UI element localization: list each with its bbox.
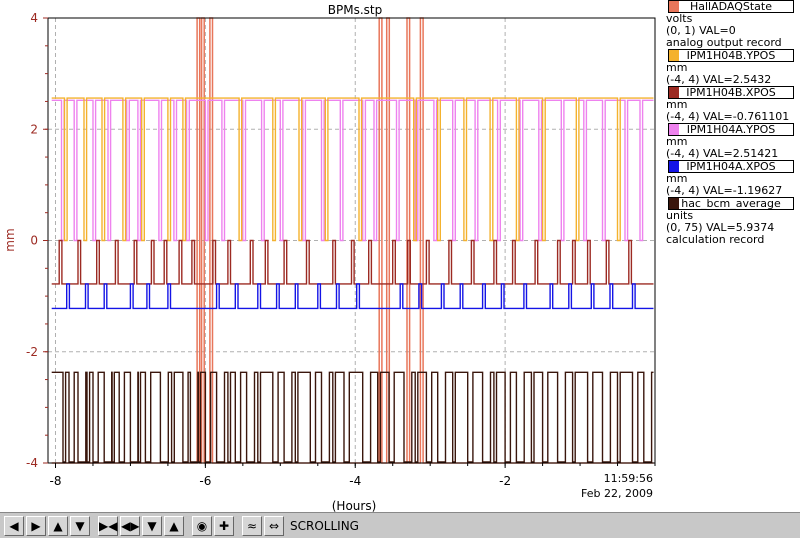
time-label: 11:59:56: [604, 472, 653, 485]
chart-title: BPMs.stp: [328, 3, 382, 17]
legend-series-name: IPM1H04B.YPOS: [668, 49, 794, 62]
legend-entry[interactable]: IPM1H04A.XPOS mm (-4, 4) VAL=-1.19627: [662, 160, 800, 197]
series-line-ipm1h04a-xpos: [51, 283, 654, 310]
legend-range-value: (0, 1) VAL=0: [666, 24, 736, 37]
series-line-ipm1h04b-ypos: [51, 97, 654, 242]
zoom-in-y-icon[interactable]: ▼: [142, 515, 162, 536]
legend-units: mm: [666, 172, 688, 185]
legend: HallADAQState volts (0, 1) VAL=0 analog out…: [662, 0, 800, 262]
legend-series-name: IPM1H04A.YPOS: [668, 123, 794, 136]
record-icon[interactable]: ◉: [192, 515, 212, 536]
y-tick-label: -4: [26, 456, 38, 470]
legend-entry[interactable]: IPM1H04B.XPOS mm (-4, 4) VAL=-0.761101: [662, 86, 800, 123]
legend-series-name: IPM1H04A.XPOS: [668, 160, 794, 173]
chart-background: [0, 0, 800, 512]
legend-units: volts: [666, 12, 693, 25]
status-text: SCROLLING: [290, 518, 359, 533]
arrow-right-icon[interactable]: ▶: [26, 515, 46, 536]
y-axis-label: mm: [3, 228, 17, 251]
legend-series-name: hac_bcm_average: [668, 197, 794, 210]
legend-swatch: [669, 87, 679, 98]
legend-entry[interactable]: HallADAQState volts (0, 1) VAL=0 analog out…: [662, 0, 800, 49]
legend-entry[interactable]: IPM1H04A.YPOS mm (-4, 4) VAL=2.51421: [662, 123, 800, 160]
chart: -8 -6 -4 -2 -4 -2 0 2 4 BPMs.stp mm (Hours) 11:5…: [0, 0, 800, 512]
legend-entry[interactable]: hac_bcm_average units (0, 75) VAL=5.9374 ca…: [662, 197, 800, 246]
legend-swatch: [669, 198, 679, 209]
date-label: Feb 22, 2009: [581, 487, 653, 500]
legend-entry[interactable]: IPM1H04B.YPOS mm (-4, 4) VAL=2.5432: [662, 49, 800, 86]
x-tick-label: -6: [199, 474, 211, 488]
legend-series-name: IPM1H04B.XPOS: [668, 86, 794, 99]
arrow-left-icon[interactable]: ◀: [4, 515, 24, 536]
y-tick-label: 2: [30, 122, 38, 136]
legend-series-name: HallADAQState: [668, 0, 794, 13]
legend-units: mm: [666, 98, 688, 111]
legend-swatch: [669, 1, 679, 12]
autoscale-icon[interactable]: ≈: [242, 515, 262, 536]
legend-swatch: [669, 124, 679, 135]
scroll-toggle-icon[interactable]: ⇔: [264, 515, 284, 536]
add-icon[interactable]: ✚: [214, 515, 234, 536]
legend-units: units: [666, 209, 694, 222]
arrow-up-icon[interactable]: ▲: [48, 515, 68, 536]
x-tick-label: -4: [349, 474, 361, 488]
zoom-out-y-icon[interactable]: ▲: [164, 515, 184, 536]
legend-range-value: (-4, 4) VAL=-0.761101: [666, 110, 790, 123]
zoom-out-x-icon[interactable]: ◀▶: [120, 515, 140, 536]
series-line-ipm1h04a-ypos: [51, 99, 654, 242]
legend-units: mm: [666, 135, 688, 148]
series-line-hac-bcm-average: [51, 371, 654, 463]
legend-record-type: analog output record: [666, 36, 782, 49]
legend-swatch: [669, 50, 679, 61]
y-tick-label: 4: [30, 11, 38, 25]
legend-swatch: [669, 161, 679, 172]
legend-record-type: calculation record: [666, 233, 765, 246]
zoom-in-x-icon[interactable]: ▶◀: [98, 515, 118, 536]
legend-range-value: (0, 75) VAL=5.9374: [666, 221, 775, 234]
y-tick-label: -2: [26, 345, 38, 359]
y-tick-label: 0: [30, 234, 38, 248]
x-tick-label: -8: [50, 474, 62, 488]
legend-range-value: (-4, 4) VAL=2.51421: [666, 147, 779, 160]
ticks: -8 -6 -4 -2 -4 -2 0 2 4: [26, 11, 656, 488]
arrow-down-icon[interactable]: ▼: [70, 515, 90, 536]
toolbar: ◀ ▶ ▲ ▼ ▶◀ ◀▶ ▼ ▲ ◉ ✚ ≈ ⇔ SCROLLING: [0, 512, 800, 538]
legend-range-value: (-4, 4) VAL=-1.19627: [666, 184, 783, 197]
legend-range-value: (-4, 4) VAL=2.5432: [666, 73, 772, 86]
legend-units: mm: [666, 61, 688, 74]
x-tick-label: -2: [499, 474, 511, 488]
x-axis-label: (Hours): [332, 499, 377, 512]
